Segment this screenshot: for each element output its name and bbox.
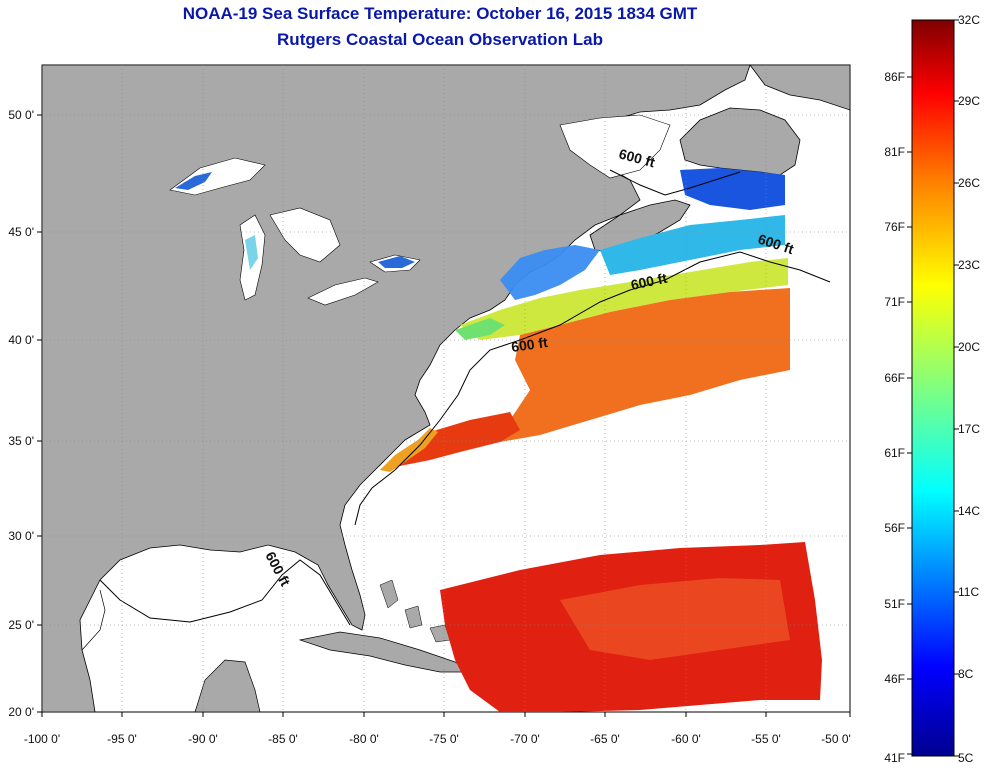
cb-f-46: 46F xyxy=(884,672,905,686)
lat-label-45n: 45 0' xyxy=(8,225,34,239)
cb-c-29: 29C xyxy=(958,94,980,108)
newfoundland-land xyxy=(679,107,801,176)
sst-swath-gulfstream-north xyxy=(500,288,790,442)
contour-label-4: 600 ft xyxy=(510,334,549,355)
lat-label-35n: 35 0' xyxy=(8,434,34,448)
isobath-600ft xyxy=(99,169,831,626)
cb-f-51: 51F xyxy=(884,597,905,611)
cb-c-5: 5C xyxy=(958,751,974,765)
map-title: NOAA-19 Sea Surface Temperature: October… xyxy=(182,4,698,23)
lon-label-60w: -60 0' xyxy=(671,732,701,746)
cb-f-71: 71F xyxy=(884,295,905,309)
lat-label-25n: 25 0' xyxy=(8,618,34,632)
lake-huron xyxy=(269,207,341,263)
sst-swath-green-band xyxy=(455,318,505,340)
lon-label-90w: -90 0' xyxy=(188,732,218,746)
lon-label-80w: -80 0' xyxy=(349,732,379,746)
lon-label-100w: -100 0' xyxy=(24,732,60,746)
sst-swath-newfoundland xyxy=(680,168,785,210)
sst-lake-michigan xyxy=(245,235,258,270)
colorbar-ticks xyxy=(907,19,959,757)
cb-c-11: 11C xyxy=(958,585,979,599)
sst-lake-ontario xyxy=(378,256,415,268)
contour-label-3: 600 ft xyxy=(629,270,668,293)
cb-f-56: 56F xyxy=(884,521,905,535)
lat-label-50n: 50 0' xyxy=(8,108,34,122)
lon-label-50w: -50 0' xyxy=(821,732,851,746)
lon-label-70w: -70 0' xyxy=(510,732,540,746)
cb-c-14: 14C xyxy=(958,504,980,518)
sst-swath-nova-scotia-shelf xyxy=(600,215,785,275)
yucatan-land xyxy=(194,659,261,712)
cb-f-61: 61F xyxy=(884,446,905,460)
sst-swath-carolina-coast xyxy=(380,428,438,472)
sst-swath-gulf-maine xyxy=(500,245,600,300)
sst-swath-shelf-yellow xyxy=(460,258,788,340)
lon-label-85w: -85 0' xyxy=(268,732,298,746)
cb-f-86: 86F xyxy=(884,70,905,84)
cb-c-23: 23C xyxy=(958,258,980,272)
cb-f-66: 66F xyxy=(884,371,905,385)
lat-label-30n: 30 0' xyxy=(8,529,34,543)
lon-label-95w: -95 0' xyxy=(107,732,137,746)
sst-lake-superior xyxy=(175,172,212,190)
cb-f-81: 81F xyxy=(884,145,905,159)
cb-c-32: 32C xyxy=(958,13,980,27)
grid xyxy=(42,65,850,712)
cb-c-26: 26C xyxy=(958,176,980,190)
lat-label-20n: 20 0' xyxy=(8,705,34,719)
lon-label-55w: -55 0' xyxy=(751,732,781,746)
labrador-land xyxy=(749,65,850,111)
lake-erie xyxy=(307,277,379,306)
cb-c-8: 8C xyxy=(958,667,974,681)
tick-marks xyxy=(37,114,851,717)
cb-c-20: 20C xyxy=(958,340,980,354)
cb-f-76: 76F xyxy=(884,220,905,234)
gulf-st-lawrence xyxy=(559,114,671,179)
lon-label-65w: -65 0' xyxy=(590,732,620,746)
cb-f-41: 41F xyxy=(884,751,905,765)
sst-swath-south-light xyxy=(560,578,790,660)
cb-c-17: 17C xyxy=(958,422,980,436)
map-subtitle: Rutgers Coastal Ocean Observation Lab xyxy=(277,30,603,49)
lat-label-40n: 40 0' xyxy=(8,333,34,347)
lon-label-75w: -75 0' xyxy=(429,732,459,746)
colorbar xyxy=(911,19,955,757)
gulf-coast-outline xyxy=(81,589,106,651)
